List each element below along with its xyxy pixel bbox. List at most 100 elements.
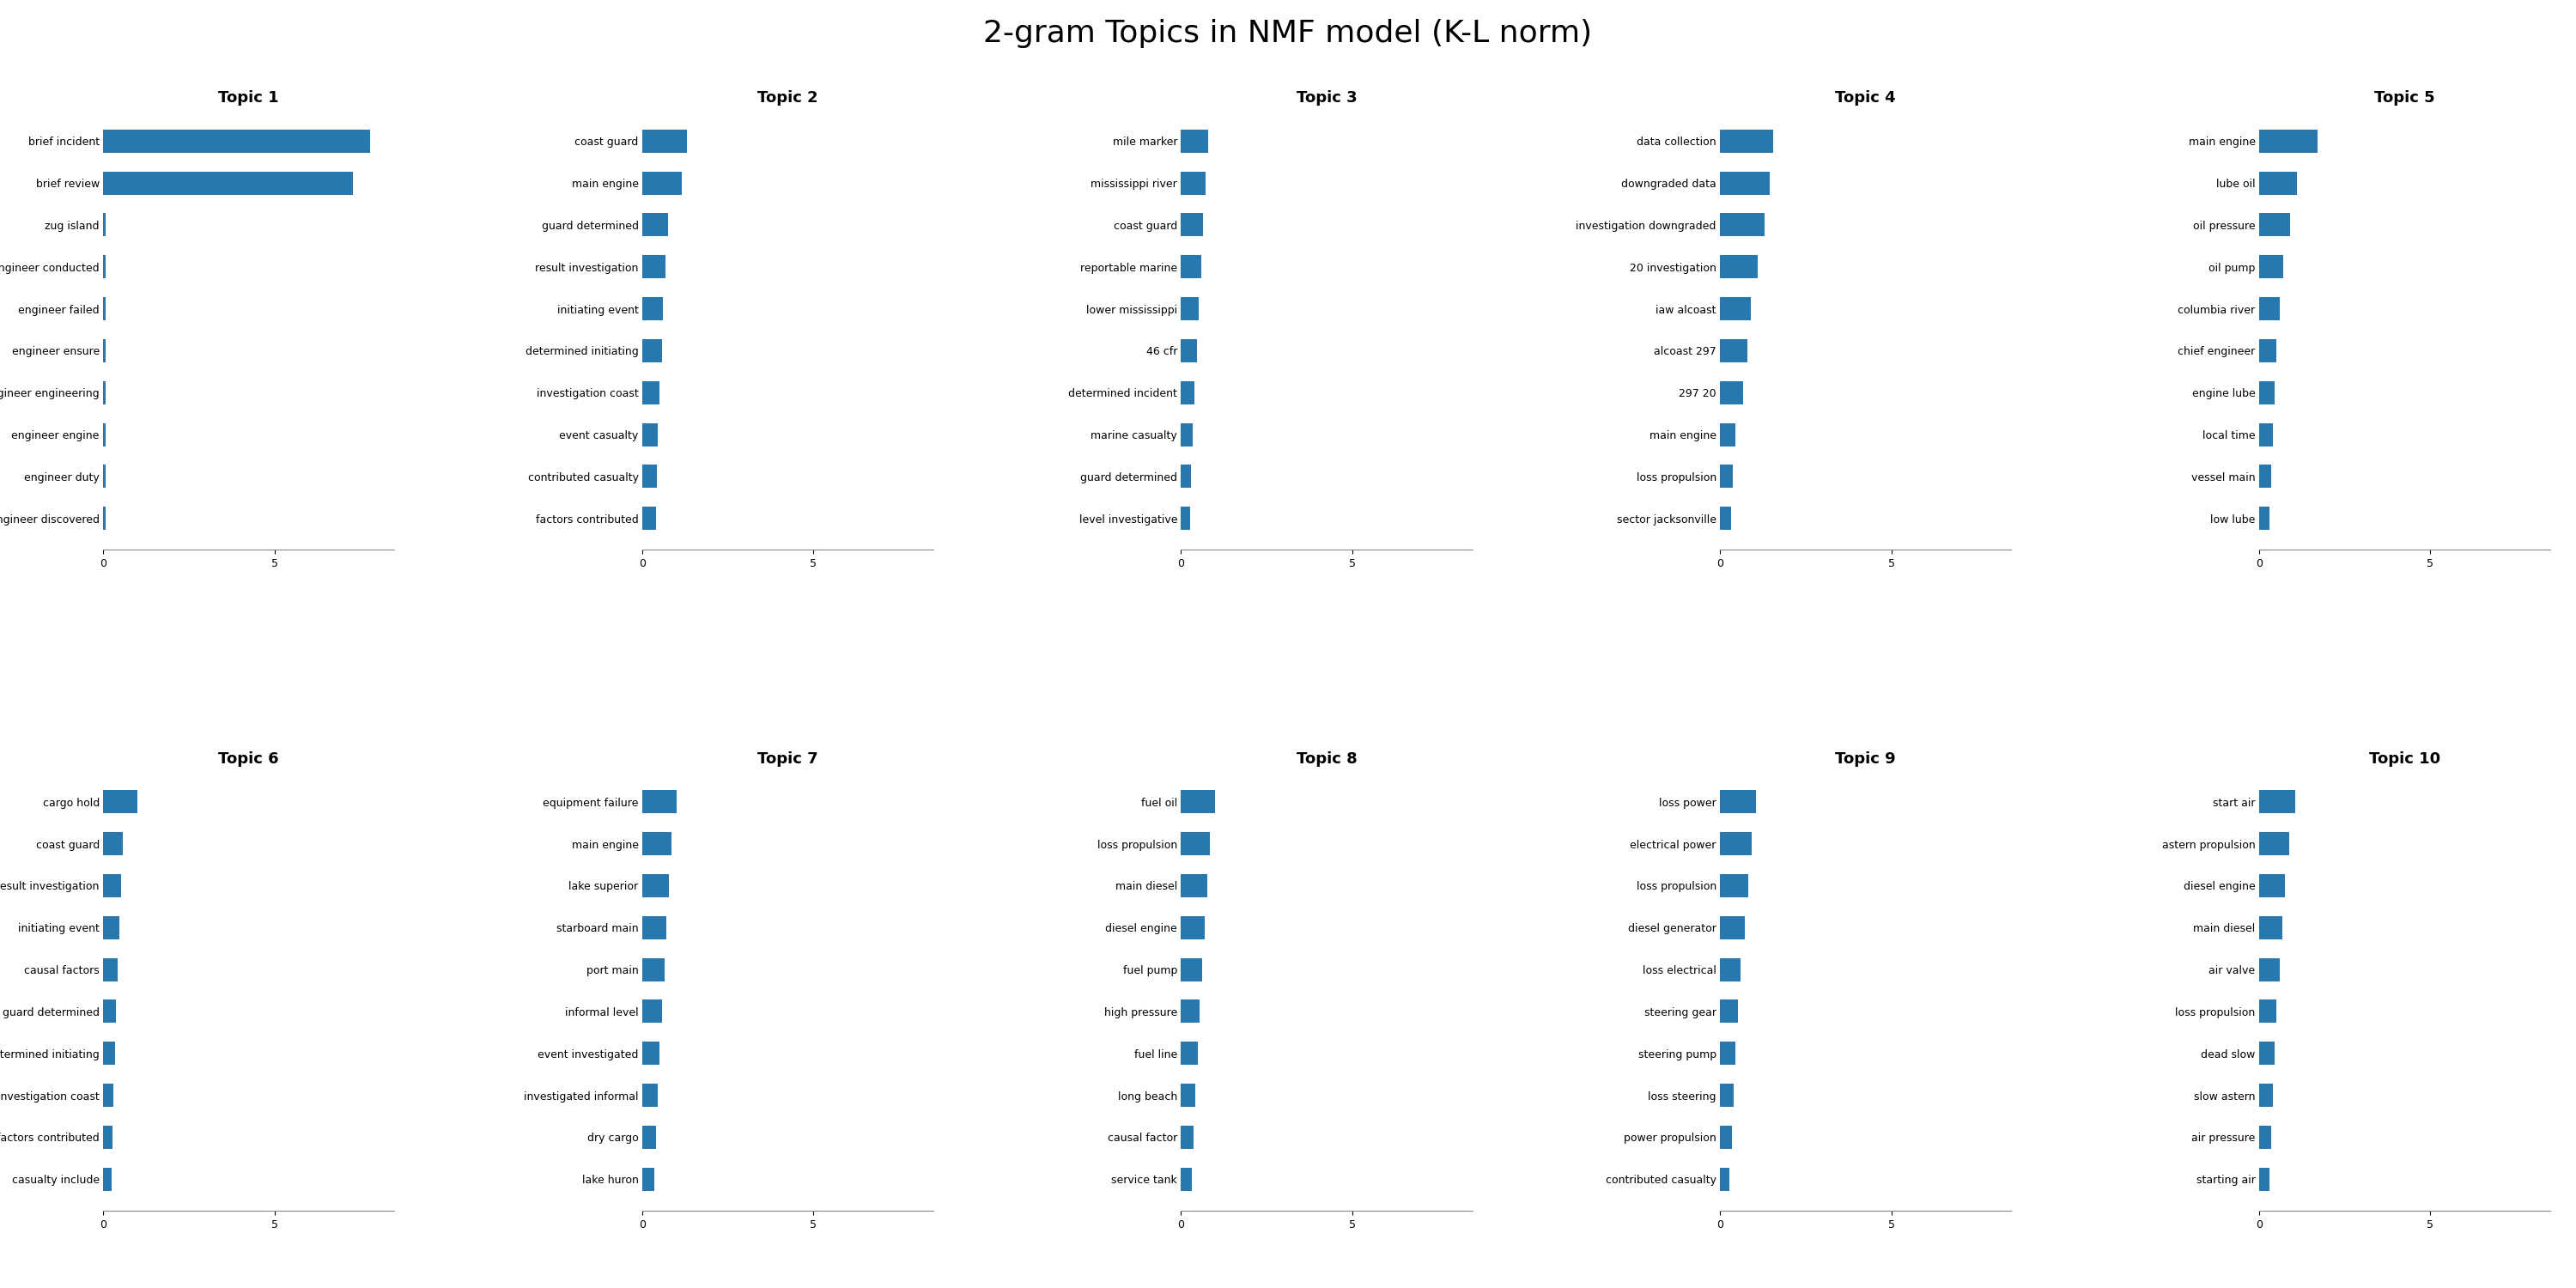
- Title: Topic 2: Topic 2: [757, 90, 819, 106]
- Bar: [641, 171, 683, 194]
- Bar: [641, 1168, 654, 1190]
- Bar: [1721, 1042, 1736, 1065]
- Bar: [1180, 1126, 1193, 1149]
- Bar: [2259, 958, 2280, 981]
- Bar: [103, 791, 137, 813]
- Bar: [1721, 171, 1770, 194]
- Bar: [1721, 339, 1747, 362]
- Bar: [103, 171, 353, 194]
- Bar: [641, 255, 665, 278]
- Bar: [1721, 465, 1734, 488]
- Bar: [1180, 958, 1203, 981]
- Bar: [1721, 832, 1752, 855]
- Bar: [1721, 381, 1744, 404]
- Bar: [103, 381, 106, 404]
- Bar: [2259, 130, 2318, 152]
- Bar: [1721, 875, 1749, 898]
- Bar: [641, 832, 672, 855]
- Bar: [103, 875, 121, 898]
- Bar: [1180, 875, 1208, 898]
- Bar: [641, 1126, 657, 1149]
- Bar: [1721, 1083, 1734, 1106]
- Bar: [1180, 381, 1195, 404]
- Bar: [1180, 214, 1203, 237]
- Bar: [1180, 171, 1206, 194]
- Bar: [641, 875, 670, 898]
- Bar: [1721, 507, 1731, 529]
- Title: Topic 7: Topic 7: [757, 751, 819, 766]
- Bar: [103, 422, 106, 446]
- Bar: [641, 1083, 657, 1106]
- Bar: [641, 507, 657, 529]
- Bar: [103, 339, 106, 362]
- Bar: [2259, 507, 2269, 529]
- Bar: [1721, 298, 1752, 321]
- Bar: [641, 422, 657, 446]
- Bar: [1180, 255, 1200, 278]
- Bar: [103, 1168, 111, 1190]
- Bar: [2259, 422, 2272, 446]
- Title: Topic 4: Topic 4: [1834, 90, 1896, 106]
- Bar: [641, 339, 662, 362]
- Bar: [1180, 339, 1198, 362]
- Bar: [1721, 916, 1744, 939]
- Bar: [2259, 298, 2280, 321]
- Bar: [103, 1042, 116, 1065]
- Bar: [1180, 422, 1193, 446]
- Bar: [103, 255, 106, 278]
- Bar: [103, 130, 371, 152]
- Bar: [1721, 999, 1739, 1023]
- Bar: [641, 298, 662, 321]
- Text: 2-gram Topics in NMF model (K-L norm): 2-gram Topics in NMF model (K-L norm): [984, 19, 1592, 49]
- Bar: [2259, 1168, 2269, 1190]
- Bar: [1180, 1168, 1193, 1190]
- Bar: [1180, 1042, 1198, 1065]
- Bar: [641, 999, 662, 1023]
- Bar: [641, 1042, 659, 1065]
- Bar: [1180, 1083, 1195, 1106]
- Bar: [103, 507, 106, 529]
- Bar: [2259, 171, 2298, 194]
- Bar: [1721, 1168, 1728, 1190]
- Bar: [641, 916, 667, 939]
- Bar: [103, 999, 116, 1023]
- Bar: [2259, 875, 2285, 898]
- Bar: [1721, 791, 1757, 813]
- Bar: [1180, 791, 1216, 813]
- Title: Topic 8: Topic 8: [1296, 751, 1358, 766]
- Bar: [1180, 999, 1200, 1023]
- Bar: [1180, 465, 1190, 488]
- Bar: [2259, 1042, 2275, 1065]
- Bar: [103, 298, 106, 321]
- Bar: [2259, 1083, 2272, 1106]
- Bar: [641, 214, 667, 237]
- Bar: [1180, 507, 1190, 529]
- Bar: [2259, 791, 2295, 813]
- Bar: [1180, 916, 1206, 939]
- Bar: [103, 214, 106, 237]
- Bar: [2259, 214, 2290, 237]
- Bar: [1180, 130, 1208, 152]
- Bar: [2259, 255, 2282, 278]
- Bar: [103, 1083, 113, 1106]
- Bar: [2259, 832, 2290, 855]
- Bar: [103, 916, 118, 939]
- Bar: [1180, 298, 1198, 321]
- Title: Topic 5: Topic 5: [2375, 90, 2434, 106]
- Bar: [641, 958, 665, 981]
- Bar: [2259, 999, 2277, 1023]
- Bar: [2259, 339, 2277, 362]
- Title: Topic 6: Topic 6: [219, 751, 278, 766]
- Bar: [2259, 1126, 2272, 1149]
- Bar: [1721, 255, 1757, 278]
- Title: Topic 3: Topic 3: [1296, 90, 1358, 106]
- Title: Topic 1: Topic 1: [219, 90, 278, 106]
- Bar: [1721, 422, 1736, 446]
- Bar: [641, 465, 657, 488]
- Bar: [641, 130, 688, 152]
- Bar: [1721, 130, 1772, 152]
- Bar: [1180, 832, 1211, 855]
- Bar: [641, 381, 659, 404]
- Title: Topic 9: Topic 9: [1834, 751, 1896, 766]
- Bar: [103, 1126, 113, 1149]
